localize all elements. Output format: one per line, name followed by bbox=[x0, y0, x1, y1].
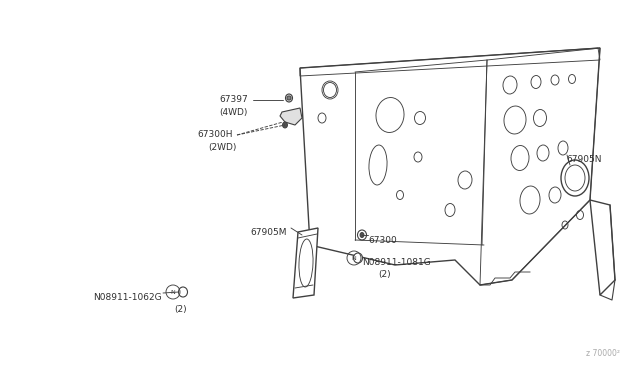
Text: N: N bbox=[171, 289, 175, 295]
Text: z 70000²: z 70000² bbox=[586, 349, 620, 358]
Text: (2): (2) bbox=[378, 270, 390, 279]
Polygon shape bbox=[280, 108, 302, 125]
Text: N08911-1062G: N08911-1062G bbox=[93, 293, 162, 302]
Text: (4WD): (4WD) bbox=[220, 108, 248, 117]
Text: (2WD): (2WD) bbox=[209, 143, 237, 152]
Text: N08911-1081G: N08911-1081G bbox=[362, 258, 431, 267]
Ellipse shape bbox=[282, 122, 287, 128]
Text: N: N bbox=[351, 256, 356, 260]
Ellipse shape bbox=[360, 232, 364, 237]
Text: 67300H: 67300H bbox=[198, 130, 233, 139]
Ellipse shape bbox=[322, 81, 338, 99]
Text: (2): (2) bbox=[174, 305, 187, 314]
Polygon shape bbox=[293, 228, 318, 298]
Ellipse shape bbox=[353, 253, 362, 263]
Ellipse shape bbox=[179, 287, 188, 297]
Ellipse shape bbox=[561, 160, 589, 196]
Text: 67397: 67397 bbox=[220, 95, 248, 104]
Text: 67905M: 67905M bbox=[250, 228, 287, 237]
Text: 67905N: 67905N bbox=[566, 155, 602, 164]
Text: 67300: 67300 bbox=[368, 236, 397, 245]
Ellipse shape bbox=[287, 96, 291, 100]
Ellipse shape bbox=[358, 230, 367, 240]
Ellipse shape bbox=[285, 94, 292, 102]
